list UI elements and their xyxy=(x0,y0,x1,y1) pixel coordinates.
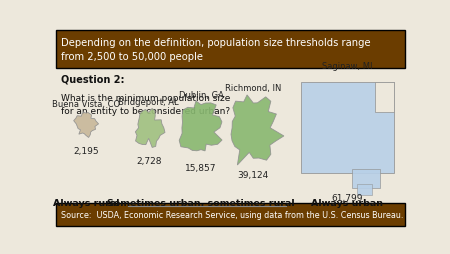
Polygon shape xyxy=(179,102,222,151)
FancyBboxPatch shape xyxy=(56,203,405,226)
FancyBboxPatch shape xyxy=(301,83,394,173)
Text: 2,195: 2,195 xyxy=(73,147,99,156)
Polygon shape xyxy=(231,96,284,165)
FancyBboxPatch shape xyxy=(357,184,372,195)
Text: Always rural: Always rural xyxy=(53,199,119,208)
FancyBboxPatch shape xyxy=(352,169,380,188)
Text: Depending on the definition, population size thresholds range
from 2,500 to 50,0: Depending on the definition, population … xyxy=(62,38,371,61)
Text: What is the minimum population size
for an entity to be considered urban?: What is the minimum population size for … xyxy=(62,94,231,115)
FancyBboxPatch shape xyxy=(56,30,405,69)
Text: Saginaw, MI: Saginaw, MI xyxy=(322,62,373,71)
Text: 2,728: 2,728 xyxy=(136,157,162,166)
Text: 15,857: 15,857 xyxy=(185,164,217,172)
Polygon shape xyxy=(135,109,165,148)
Text: 61,799: 61,799 xyxy=(332,193,363,202)
Polygon shape xyxy=(74,113,99,138)
Text: Source:  USDA, Economic Research Service, using data from the U.S. Census Bureau: Source: USDA, Economic Research Service,… xyxy=(62,210,404,219)
Text: Buena Vista, CO: Buena Vista, CO xyxy=(52,100,120,109)
FancyBboxPatch shape xyxy=(375,83,394,112)
Text: Dublin, GA: Dublin, GA xyxy=(179,91,223,100)
Text: Bridgeport, AL: Bridgeport, AL xyxy=(118,98,179,107)
Text: Sometimes urban, sometimes rural: Sometimes urban, sometimes rural xyxy=(107,199,295,208)
Text: Richmond, IN: Richmond, IN xyxy=(225,84,282,93)
Text: Always urban: Always urban xyxy=(311,199,383,208)
Text: 39,124: 39,124 xyxy=(238,170,269,179)
Text: Question 2:: Question 2: xyxy=(62,74,125,84)
